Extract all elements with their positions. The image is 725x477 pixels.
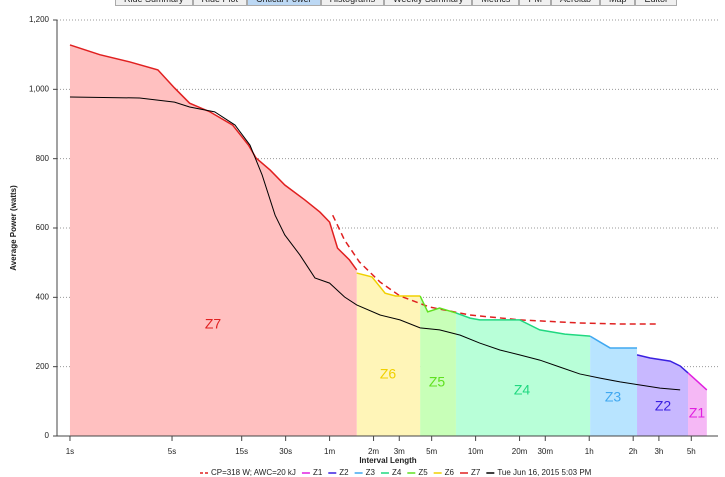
zone-label: Z7 <box>205 316 222 332</box>
legend-label: Z3 <box>366 468 376 477</box>
y-tick-label: 1,200 <box>29 15 50 24</box>
y-tick-label: 200 <box>36 362 50 371</box>
y-tick-label: 1,000 <box>29 84 50 93</box>
series-line <box>332 214 659 325</box>
zone-line <box>356 272 421 297</box>
legend-label: Z4 <box>392 468 402 477</box>
x-tick-label: 3h <box>654 447 663 456</box>
tab[interactable]: Critical Power <box>247 0 321 6</box>
tab[interactable]: Ride Summary <box>115 0 193 6</box>
zone-area <box>356 273 421 436</box>
x-axis-title: Interval Length <box>359 456 416 465</box>
zone-area <box>69 44 357 437</box>
tab[interactable]: Aerolab <box>550 0 600 6</box>
zone-label: Z6 <box>380 366 397 382</box>
x-tick-label: 2m <box>368 447 379 456</box>
x-tick-label: 5h <box>687 447 696 456</box>
legend-label: Tue Jun 16, 2015 5:03 PM <box>497 468 591 477</box>
y-tick-label: 400 <box>36 292 50 301</box>
tab[interactable]: Metrics <box>472 0 520 6</box>
tab[interactable]: Map <box>599 0 636 6</box>
zone-area <box>688 372 707 436</box>
tab[interactable]: PM <box>519 0 551 6</box>
legend-label: Z2 <box>339 468 349 477</box>
x-tick-label: 2h <box>629 447 638 456</box>
zone-line <box>687 372 708 391</box>
zone-label: Z2 <box>655 398 672 414</box>
y-tick-label: 600 <box>36 223 50 232</box>
y-axis-title: Average Power (watts) <box>9 185 18 271</box>
legend-label: Z5 <box>418 468 428 477</box>
tab[interactable]: Ride Plot <box>192 0 248 6</box>
x-tick-label: 30m <box>537 447 553 456</box>
series-line <box>69 96 681 391</box>
x-tick-label: 1s <box>66 447 74 456</box>
zone-area <box>590 336 638 436</box>
zone-area <box>637 354 689 436</box>
zone-line <box>589 335 638 349</box>
zone-label: Z5 <box>429 374 446 390</box>
x-tick-label: 15s <box>235 447 248 456</box>
y-tick-label: 800 <box>36 154 50 163</box>
x-tick-label: 1m <box>324 447 335 456</box>
tab-bar: Ride SummaryRide PlotCritical PowerHisto… <box>115 0 677 6</box>
tab[interactable]: Editor <box>635 0 677 6</box>
zone-area <box>455 312 591 436</box>
x-tick-label: 10m <box>468 447 484 456</box>
zone-label: Z1 <box>689 405 706 421</box>
zone-line <box>636 354 689 374</box>
legend-label: Z7 <box>471 468 481 477</box>
tab[interactable]: Weekly Summary <box>384 0 473 6</box>
legend-label: CP=318 W; AWC=20 kJ <box>211 468 296 477</box>
zone-label: Z3 <box>605 389 622 405</box>
legend-label: Z1 <box>313 468 323 477</box>
x-tick-label: 1h <box>585 447 594 456</box>
x-tick-label: 20m <box>512 447 528 456</box>
x-tick-label: 30s <box>279 447 292 456</box>
zone-label: Z4 <box>514 382 531 398</box>
x-tick-label: 5m <box>426 447 437 456</box>
x-tick-label: 5s <box>168 447 176 456</box>
zone-line <box>419 295 457 314</box>
x-tick-label: 3m <box>394 447 405 456</box>
zone-line <box>455 312 591 337</box>
zone-area <box>420 295 456 436</box>
legend-label: Z6 <box>445 468 455 477</box>
tab[interactable]: Histograms <box>320 0 385 6</box>
y-tick-label: 0 <box>45 431 50 440</box>
